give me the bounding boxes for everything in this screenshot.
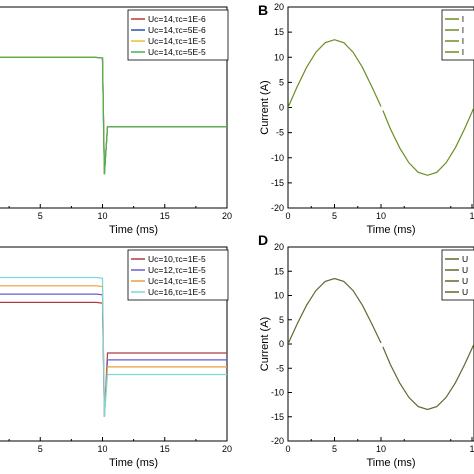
legend-label: l <box>462 36 464 46</box>
y-tick-label: -20 <box>271 436 284 446</box>
x-tick-label: 0 <box>285 444 290 454</box>
y-tick-label: -5 <box>276 128 284 138</box>
legend-label: l <box>462 25 464 35</box>
y-tick-label: 5 <box>279 77 284 87</box>
legend-label: U <box>462 254 468 264</box>
x-tick-label: 20 <box>222 444 232 454</box>
legend-label: Uc=14,τc=1E-6 <box>148 14 206 24</box>
series-line <box>0 56 227 175</box>
legend-label: Uc=14,τc=5E-6 <box>148 25 206 35</box>
panel-letter-d: D <box>258 232 268 248</box>
y-tick-label: -15 <box>271 412 284 422</box>
y-tick-label: 10 <box>274 291 284 301</box>
x-tick-label: 10 <box>97 444 107 454</box>
series-line <box>288 39 382 108</box>
y-tick-label: -10 <box>271 153 284 163</box>
y-tick-label: 20 <box>274 242 284 252</box>
x-tick-label: 15 <box>160 444 170 454</box>
y-tick-label: 15 <box>274 266 284 276</box>
y-tick-label: 10 <box>274 52 284 62</box>
y-tick-label: -20 <box>271 203 284 213</box>
x-axis-label: Time (ms) <box>109 457 158 469</box>
y-tick-label: -10 <box>271 388 284 398</box>
panel-letter-b: B <box>258 2 268 18</box>
legend-label: U <box>462 265 468 275</box>
y-axis-label: Current (A) <box>259 80 271 134</box>
series-line <box>0 293 227 417</box>
x-tick-label: 0 <box>285 211 290 221</box>
x-tick-label: 10 <box>376 444 386 454</box>
legend-label: U <box>462 276 468 286</box>
series-line <box>0 285 227 417</box>
y-tick-label: -15 <box>271 178 284 188</box>
x-tick-label: 1 <box>469 444 474 454</box>
x-tick-label: 1 <box>469 211 474 221</box>
panel-b: B 0 5 10 1 -20 -15 -10 -5 0 5 10 15 20 Time (ms) Curre… <box>258 2 474 236</box>
x-tick-label: 5 <box>332 444 337 454</box>
x-axis-label: Time (ms) <box>109 224 158 236</box>
panel-d: D 0 5 10 1 -20 -15 -10 -5 0 5 10 15 20 Time (ms) Curre… <box>258 232 474 469</box>
series-line <box>0 276 227 417</box>
y-tick-label: -5 <box>276 363 284 373</box>
series-line <box>0 56 227 175</box>
legend-label: Uc=16,τc=1E-5 <box>148 287 206 297</box>
y-tick-label: 0 <box>279 339 284 349</box>
y-tick-label: 0 <box>279 103 284 113</box>
y-axis-label: Current (A) <box>259 317 271 371</box>
legend-label: l <box>462 14 464 24</box>
legend-label: Uc=14,τc=5E-5 <box>148 47 206 57</box>
series-line <box>382 107 474 176</box>
x-tick-label: 5 <box>38 444 43 454</box>
legend-label: Uc=10,τc=1E-5 <box>148 254 206 264</box>
legend-label: Uc=14,τc=1E-5 <box>148 36 206 46</box>
x-axis-label: Time (ms) <box>366 457 415 469</box>
legend-label: Uc=14,τc=1E-5 <box>148 276 206 286</box>
series-line <box>0 56 227 175</box>
x-tick-label: 10 <box>97 211 107 221</box>
x-tick-label: 10 <box>376 211 386 221</box>
series-line <box>382 343 474 411</box>
x-tick-label: 5 <box>332 211 337 221</box>
x-tick-label: 5 <box>38 211 43 221</box>
x-tick-label: 15 <box>160 211 170 221</box>
x-axis-label: Time (ms) <box>366 224 415 236</box>
series-line <box>288 277 382 345</box>
legend-label: l <box>462 47 464 57</box>
x-tick-label: 20 <box>222 211 232 221</box>
y-tick-label: 15 <box>274 27 284 37</box>
y-tick-label: 20 <box>274 2 284 12</box>
series-line <box>0 56 227 175</box>
legend-label: Uc=12,τc=1E-5 <box>148 265 206 275</box>
legend-label: U <box>462 287 468 297</box>
panel-c: 5 10 15 20 Time (ms) Uc=10,τc=1E-5Uc=12,τc=1E… <box>0 246 232 469</box>
y-tick-label: 5 <box>279 315 284 325</box>
